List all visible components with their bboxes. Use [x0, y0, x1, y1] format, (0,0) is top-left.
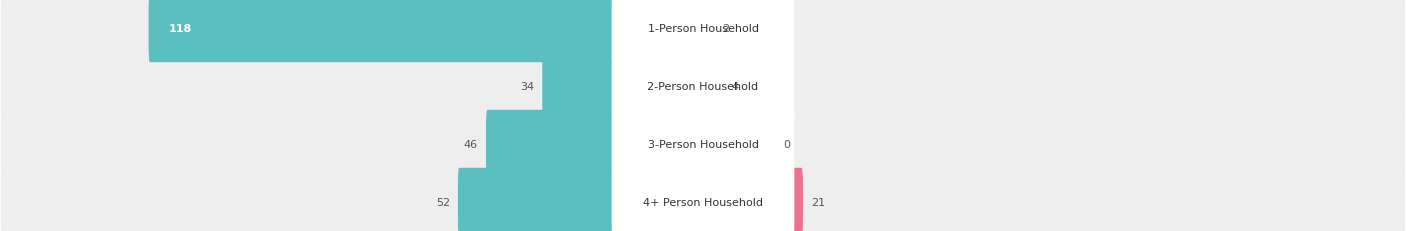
FancyBboxPatch shape [612, 40, 794, 134]
Text: 2: 2 [721, 24, 728, 34]
Text: 3-Person Household: 3-Person Household [648, 139, 758, 149]
Text: 21: 21 [811, 197, 825, 207]
FancyBboxPatch shape [1, 44, 1405, 129]
FancyBboxPatch shape [702, 110, 775, 178]
Text: 1-Person Household: 1-Person Household [648, 24, 758, 34]
FancyBboxPatch shape [1, 0, 1405, 72]
Text: 0: 0 [783, 139, 790, 149]
FancyBboxPatch shape [702, 0, 714, 63]
FancyBboxPatch shape [543, 53, 704, 121]
Text: 46: 46 [464, 139, 478, 149]
FancyBboxPatch shape [612, 155, 794, 231]
FancyBboxPatch shape [1, 102, 1405, 187]
Text: 2-Person Household: 2-Person Household [647, 82, 759, 92]
Text: 118: 118 [169, 24, 193, 34]
Text: 4+ Person Household: 4+ Person Household [643, 197, 763, 207]
FancyBboxPatch shape [612, 0, 794, 76]
FancyBboxPatch shape [486, 110, 704, 178]
FancyBboxPatch shape [149, 0, 704, 63]
FancyBboxPatch shape [1, 159, 1405, 231]
FancyBboxPatch shape [458, 168, 704, 231]
FancyBboxPatch shape [702, 53, 723, 121]
FancyBboxPatch shape [702, 168, 803, 231]
Text: 4: 4 [731, 82, 738, 92]
Text: 34: 34 [520, 82, 534, 92]
FancyBboxPatch shape [612, 97, 794, 191]
Text: 52: 52 [436, 197, 450, 207]
